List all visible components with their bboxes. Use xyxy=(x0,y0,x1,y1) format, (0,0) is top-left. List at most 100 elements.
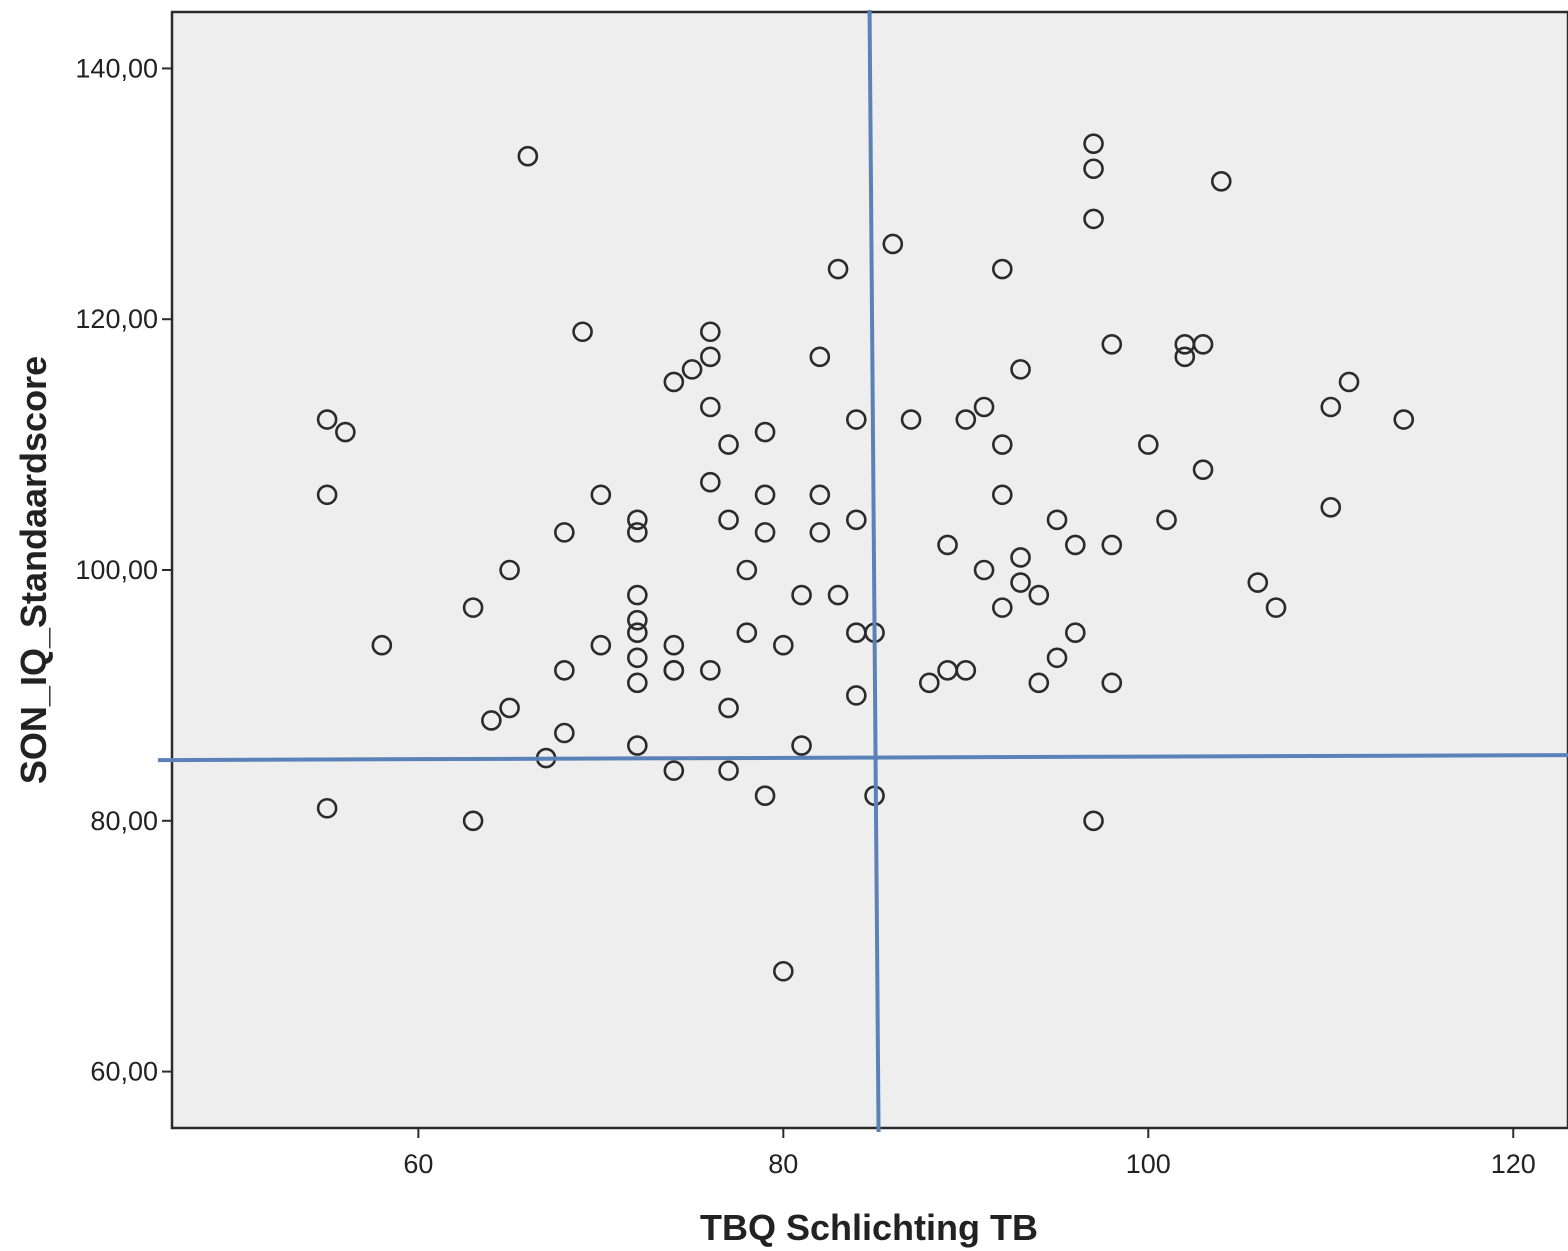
data-point xyxy=(462,810,484,832)
data-point xyxy=(663,371,685,393)
data-point xyxy=(846,409,867,430)
data-point xyxy=(627,647,648,669)
data-point xyxy=(973,396,995,418)
data-point xyxy=(955,409,977,430)
data-point xyxy=(992,597,1013,618)
data-point xyxy=(627,609,648,631)
y-tick-label: 80,00 xyxy=(90,806,158,836)
reference-lines xyxy=(157,9,1568,1133)
data-point xyxy=(1028,584,1050,606)
data-point xyxy=(1010,547,1031,568)
data-point xyxy=(1010,572,1031,593)
y-axis: 60,00 80,00 100,00 120,00 140,00 xyxy=(75,53,172,1087)
data-point xyxy=(590,484,612,506)
data-point xyxy=(663,760,685,781)
data-point xyxy=(900,409,922,430)
x-tick-label: 60 xyxy=(403,1149,433,1179)
data-point xyxy=(754,785,776,807)
data-point xyxy=(700,660,721,681)
data-point xyxy=(791,735,812,756)
data-point xyxy=(791,584,812,606)
data-point xyxy=(1101,333,1123,355)
data-point xyxy=(846,685,867,706)
data-point xyxy=(1247,572,1269,593)
data-point xyxy=(846,509,867,531)
data-point xyxy=(700,346,721,368)
x-axis: 60 80 100 120 xyxy=(403,1128,1536,1179)
data-point xyxy=(316,797,338,819)
y-axis-title: SON_IQ_Standaardscore xyxy=(13,356,54,784)
data-point xyxy=(992,434,1013,455)
data-point xyxy=(809,522,831,543)
data-point xyxy=(1101,672,1123,694)
data-point xyxy=(700,321,721,343)
data-point xyxy=(627,622,648,643)
data-point xyxy=(335,421,356,443)
data-point xyxy=(1210,170,1232,192)
data-point xyxy=(1083,208,1104,230)
data-point xyxy=(718,760,739,781)
data-point xyxy=(1192,333,1214,355)
x-axis-title: TBQ Schlichting TB xyxy=(700,1207,1038,1248)
data-point xyxy=(681,359,703,380)
y-tick-label: 120,00 xyxy=(75,304,158,334)
data-point xyxy=(1265,597,1287,618)
data-point xyxy=(827,258,849,280)
data-point xyxy=(316,409,338,430)
data-point xyxy=(809,484,831,506)
data-point xyxy=(992,258,1013,280)
data-point xyxy=(700,396,721,418)
data-point xyxy=(1137,434,1159,455)
data-point xyxy=(1028,672,1050,694)
data-point xyxy=(754,421,776,443)
x-tick-label: 80 xyxy=(768,1149,798,1179)
data-point xyxy=(919,672,940,694)
data-point xyxy=(1192,459,1214,480)
data-point xyxy=(754,522,776,543)
data-point xyxy=(1064,622,1086,643)
data-point xyxy=(572,321,593,343)
data-point xyxy=(1083,133,1104,154)
data-point xyxy=(316,484,338,506)
horizontal-reference-line xyxy=(157,753,1568,763)
data-point xyxy=(499,697,520,719)
data-point xyxy=(736,559,758,581)
data-point xyxy=(718,434,739,455)
data-point xyxy=(1393,409,1415,430)
data-point xyxy=(736,622,758,643)
data-point xyxy=(973,559,995,581)
data-point xyxy=(1320,497,1342,518)
data-point xyxy=(1083,158,1104,180)
data-point xyxy=(1064,534,1086,556)
data-point xyxy=(754,484,776,506)
data-point xyxy=(1156,509,1177,531)
data-point xyxy=(627,584,648,606)
data-point xyxy=(663,660,685,681)
data-point xyxy=(955,660,977,681)
data-point xyxy=(627,672,648,694)
data-point xyxy=(627,735,648,756)
data-point xyxy=(1338,371,1360,393)
x-tick-label: 120 xyxy=(1491,1149,1536,1179)
data-point xyxy=(827,584,849,606)
data-point xyxy=(1320,396,1342,418)
data-points xyxy=(316,133,1415,982)
data-point xyxy=(937,534,958,556)
data-point xyxy=(1010,359,1031,380)
data-point xyxy=(773,634,794,656)
data-point xyxy=(627,522,648,543)
data-point xyxy=(462,597,484,618)
data-point xyxy=(663,634,685,656)
y-tick-label: 60,00 xyxy=(90,1057,158,1087)
y-tick-label: 140,00 xyxy=(75,53,158,83)
data-point xyxy=(773,960,794,982)
y-tick-label: 100,00 xyxy=(75,555,158,585)
data-point xyxy=(627,509,648,531)
data-point xyxy=(718,697,739,719)
data-point xyxy=(371,634,393,656)
x-tick-label: 100 xyxy=(1126,1149,1171,1179)
vertical-reference-line xyxy=(867,9,881,1133)
data-point xyxy=(1083,810,1104,832)
data-point xyxy=(992,484,1013,506)
